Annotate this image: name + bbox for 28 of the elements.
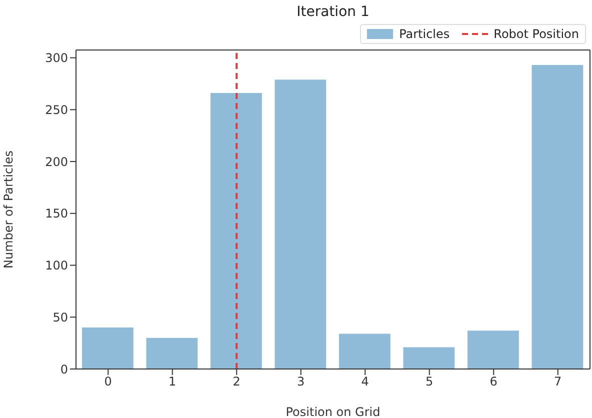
legend-label: Robot Position <box>494 27 579 41</box>
bar <box>146 338 198 369</box>
y-tick-label: 0 <box>60 362 68 376</box>
x-tick-label: 1 <box>168 374 176 389</box>
x-tick-label: 4 <box>361 374 369 389</box>
bar <box>532 65 584 369</box>
bar <box>274 80 326 369</box>
bar <box>403 347 455 369</box>
y-tick-label: 50 <box>52 310 68 324</box>
y-axis-title: Number of Particles <box>1 150 16 268</box>
x-axis-title: Position on Grid <box>286 405 380 418</box>
chart-title: Iteration 1 <box>296 4 370 20</box>
y-tick-label: 250 <box>45 102 68 117</box>
y-tick-label: 150 <box>45 206 68 221</box>
x-tick-label: 7 <box>554 374 562 389</box>
y-tick-label: 100 <box>45 258 68 273</box>
x-tick-label: 6 <box>490 374 498 389</box>
y-tick-label: 200 <box>45 154 68 169</box>
x-tick-label: 2 <box>232 374 240 389</box>
legend-label: Particles <box>399 27 450 41</box>
bar <box>339 334 390 369</box>
x-tick-label: 3 <box>297 374 305 389</box>
bar <box>468 330 519 369</box>
x-tick-label: 5 <box>426 374 434 389</box>
y-tick-label: 300 <box>45 51 68 66</box>
bar <box>210 93 262 369</box>
x-tick-label: 0 <box>104 374 112 389</box>
bar <box>82 328 134 369</box>
